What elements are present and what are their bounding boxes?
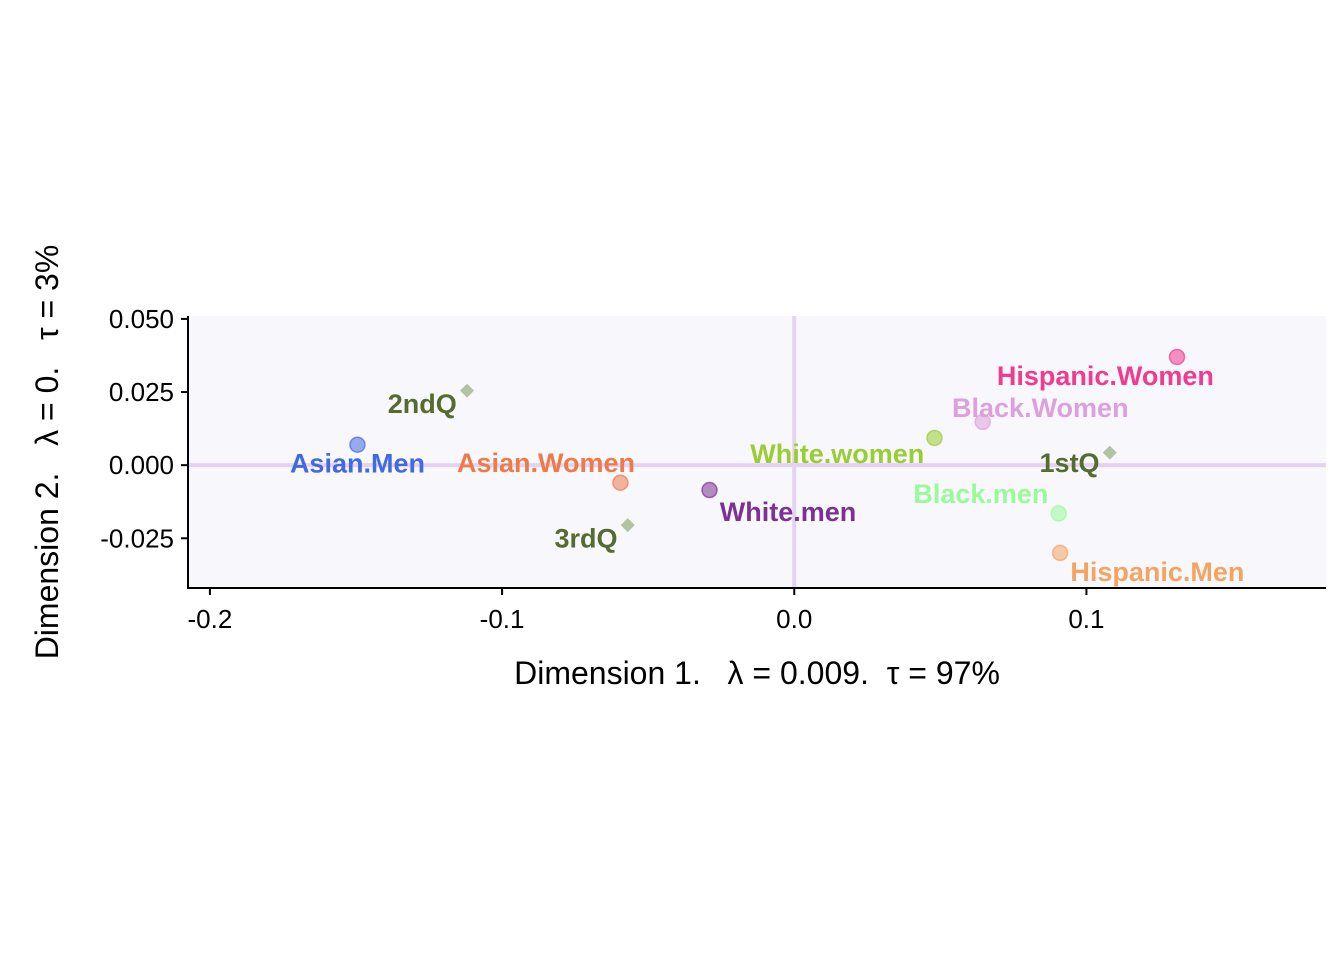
row-point-marker [349, 436, 366, 453]
point-label: White.men [720, 497, 857, 527]
row-point-marker [612, 474, 629, 491]
point-label: 3rdQ [554, 524, 617, 554]
x-tick-label: -0.1 [480, 604, 525, 634]
y-tick-label: -0.025 [100, 523, 174, 553]
point-label: Black.men [913, 479, 1048, 509]
y-tick-label: 0.025 [109, 377, 174, 407]
row-point-marker [1051, 544, 1069, 562]
x-axis-title: Dimension 1. λ = 0.009. τ = 97% [514, 655, 1000, 691]
labels-layer: Asian.Men Asian.Women White.men White.women… [290, 361, 1244, 587]
point-label: 2ndQ [388, 389, 457, 419]
column-point-marker [1102, 445, 1117, 460]
y-tick-label: 0.050 [109, 304, 174, 334]
x-tick-label: -0.2 [188, 604, 233, 634]
row-point-marker [1050, 505, 1067, 522]
column-point-marker [620, 518, 635, 533]
row-point-marker [926, 429, 943, 447]
x-tick-label: 0.1 [1068, 604, 1104, 634]
x-tick-label: 0.0 [776, 604, 812, 634]
y-axis-ticks: 0.050 0.025 0.000 -0.025 [100, 304, 188, 553]
y-tick-label: 0.000 [109, 450, 174, 480]
point-label: Asian.Women [457, 448, 635, 478]
row-point-marker [1168, 348, 1186, 366]
point-label: Hispanic.Men [1070, 557, 1244, 587]
point-label: 1stQ [1040, 448, 1100, 478]
point-label: Asian.Men [290, 449, 425, 479]
y-axis-title: Dimension 2. λ = 0. τ = 3% [29, 245, 65, 660]
row-point-marker [701, 481, 718, 499]
x-axis-ticks: -0.2 -0.1 0.0 0.1 [188, 588, 1104, 634]
row-point-marker [974, 413, 991, 431]
column-point-marker [460, 383, 475, 398]
point-label: Black.Women [952, 393, 1129, 423]
plot-panel [188, 316, 1326, 588]
point-label: White.women [750, 439, 924, 469]
point-label: Hispanic.Women [997, 361, 1214, 391]
marks-layer [349, 348, 1186, 562]
